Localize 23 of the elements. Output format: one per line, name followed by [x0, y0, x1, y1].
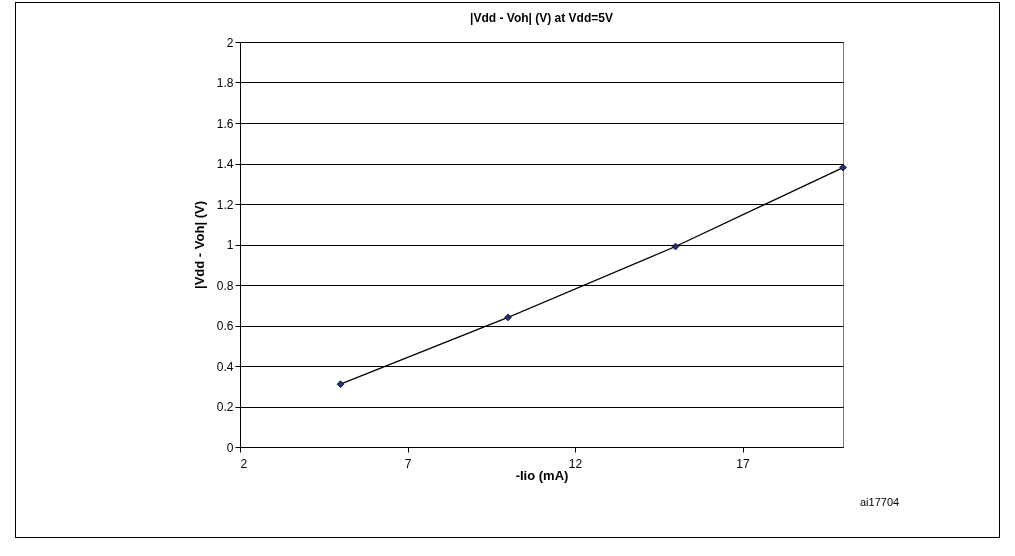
x-tick-label: 2 — [240, 456, 248, 471]
point — [839, 163, 847, 172]
y-tick-label: 0.2 — [216, 400, 234, 414]
text: ai17704 — [860, 496, 900, 508]
y-tick-label: 0.4 — [216, 359, 234, 374]
x-tick-label: 17 — [736, 456, 750, 471]
y-tick-label: 0 — [226, 440, 234, 455]
point — [504, 313, 512, 322]
y-tick-label: 0.8 — [216, 278, 234, 293]
x-tick-label: 7 — [404, 456, 412, 471]
y-tick-label: 1.8 — [216, 76, 234, 90]
chart-title: |Vdd - Voh| (V) at Vdd=5V — [470, 11, 613, 25]
y-tick-label: 1.6 — [216, 116, 234, 131]
y-tick-label: 1.2 — [216, 197, 234, 212]
y-tick-label: 1.4 — [216, 157, 234, 171]
y-axis-title: |Vdd - Voh| (V) — [191, 201, 207, 289]
x-tick-label: 12 — [568, 456, 583, 471]
point — [336, 380, 345, 388]
point — [671, 242, 680, 251]
y-tick-label: 0.6 — [216, 319, 234, 333]
x-axis-title: -Iio (mA) — [515, 467, 569, 483]
y-tick-label: 1 — [226, 238, 234, 252]
y-tick-label: 2 — [226, 35, 234, 50]
